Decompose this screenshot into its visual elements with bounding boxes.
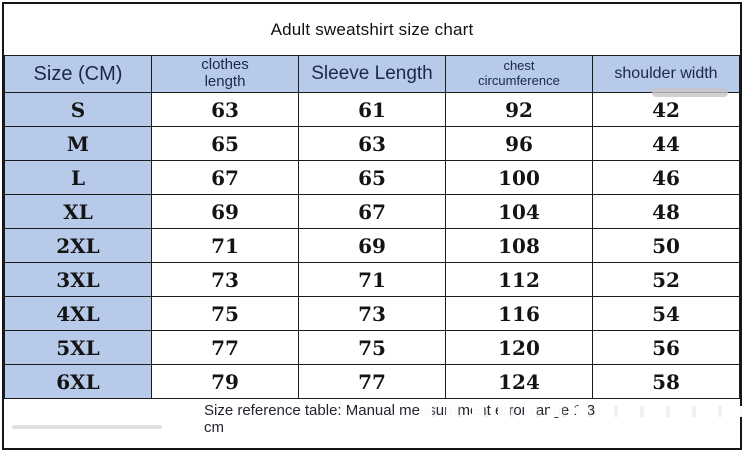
table-row-3xl: 3XL 73 71 112 52 bbox=[4, 262, 740, 297]
table-cell: 92 bbox=[445, 92, 593, 127]
size-label: XL bbox=[4, 194, 152, 229]
table-row-4xl: 4XL 75 73 116 54 bbox=[4, 296, 740, 331]
table-cell: 104 bbox=[445, 194, 593, 229]
table-cell: 75 bbox=[298, 330, 446, 365]
table-cell: 71 bbox=[298, 262, 446, 297]
table-cell: 63 bbox=[151, 92, 299, 127]
header-row: Size (CM) clothes length Sleeve Length c… bbox=[4, 55, 740, 93]
table-cell: 48 bbox=[592, 194, 740, 229]
table-row-5xl: 5XL 77 75 120 56 bbox=[4, 330, 740, 365]
column-header-sleeve-length: Sleeve Length bbox=[298, 55, 446, 93]
table-row-2xl: 2XL 71 69 108 50 bbox=[4, 228, 740, 263]
table-row-m: M 65 63 96 44 bbox=[4, 126, 740, 161]
size-label: 5XL bbox=[4, 330, 152, 365]
size-table: Size (CM) clothes length Sleeve Length c… bbox=[4, 55, 740, 399]
column-header-clothes-length: clothes length bbox=[151, 55, 299, 93]
table-cell: 65 bbox=[151, 126, 299, 161]
table-cell: 54 bbox=[592, 296, 740, 331]
table-cell: 73 bbox=[151, 262, 299, 297]
table-cell: 44 bbox=[592, 126, 740, 161]
table-cell: 116 bbox=[445, 296, 593, 331]
table-cell: 65 bbox=[298, 160, 446, 195]
column-header-chest-circumference: chest circumference bbox=[445, 55, 593, 93]
size-label: M bbox=[4, 126, 152, 161]
table-cell: 100 bbox=[445, 160, 593, 195]
size-chart-sheet: Adult sweatshirt size chart Size (CM) cl… bbox=[2, 2, 742, 450]
table-cell: 120 bbox=[445, 330, 593, 365]
size-label: S bbox=[4, 92, 152, 127]
size-label: 4XL bbox=[4, 296, 152, 331]
size-label: 2XL bbox=[4, 228, 152, 263]
table-row-l: L 67 65 100 46 bbox=[4, 160, 740, 195]
table-row-xl: XL 69 67 104 48 bbox=[4, 194, 740, 229]
table-cell: 71 bbox=[151, 228, 299, 263]
table-cell: 124 bbox=[445, 364, 593, 399]
chart-title: Adult sweatshirt size chart bbox=[270, 19, 474, 39]
size-label: L bbox=[4, 160, 152, 195]
table-row-s: S 63 61 92 42 bbox=[4, 92, 740, 127]
table-cell: 67 bbox=[151, 160, 299, 195]
table-cell: 112 bbox=[445, 262, 593, 297]
table-cell: 73 bbox=[298, 296, 446, 331]
table-cell: 50 bbox=[592, 228, 740, 263]
table-cell: 77 bbox=[151, 330, 299, 365]
table-cell: 69 bbox=[151, 194, 299, 229]
table-cell: 96 bbox=[445, 126, 593, 161]
table-cell: 42 bbox=[592, 92, 740, 127]
footer-note: Size reference table: Manual measurement… bbox=[204, 402, 596, 436]
size-label: 6XL bbox=[4, 364, 152, 399]
table-cell: 46 bbox=[592, 160, 740, 195]
table-cell: 61 bbox=[298, 92, 446, 127]
table-header: Size (CM) clothes length Sleeve Length c… bbox=[4, 55, 740, 93]
table-cell: 56 bbox=[592, 330, 740, 365]
table-cell: 58 bbox=[592, 364, 740, 399]
table-cell: 52 bbox=[592, 262, 740, 297]
table-cell: 67 bbox=[298, 194, 446, 229]
table-cell: 77 bbox=[298, 364, 446, 399]
table-cell: 108 bbox=[445, 228, 593, 263]
column-header-shoulder-width: shoulder width bbox=[592, 55, 740, 93]
table-cell: 69 bbox=[298, 228, 446, 263]
table-cell: 79 bbox=[151, 364, 299, 399]
table-body: S 63 61 92 42 M 65 63 96 44 L 67 65 100 … bbox=[4, 92, 740, 399]
table-cell: 63 bbox=[298, 126, 446, 161]
column-header-size: Size (CM) bbox=[4, 55, 152, 93]
size-label: 3XL bbox=[4, 262, 152, 297]
table-cell: 75 bbox=[151, 296, 299, 331]
table-row-6xl: 6XL 79 77 124 58 bbox=[4, 364, 740, 399]
